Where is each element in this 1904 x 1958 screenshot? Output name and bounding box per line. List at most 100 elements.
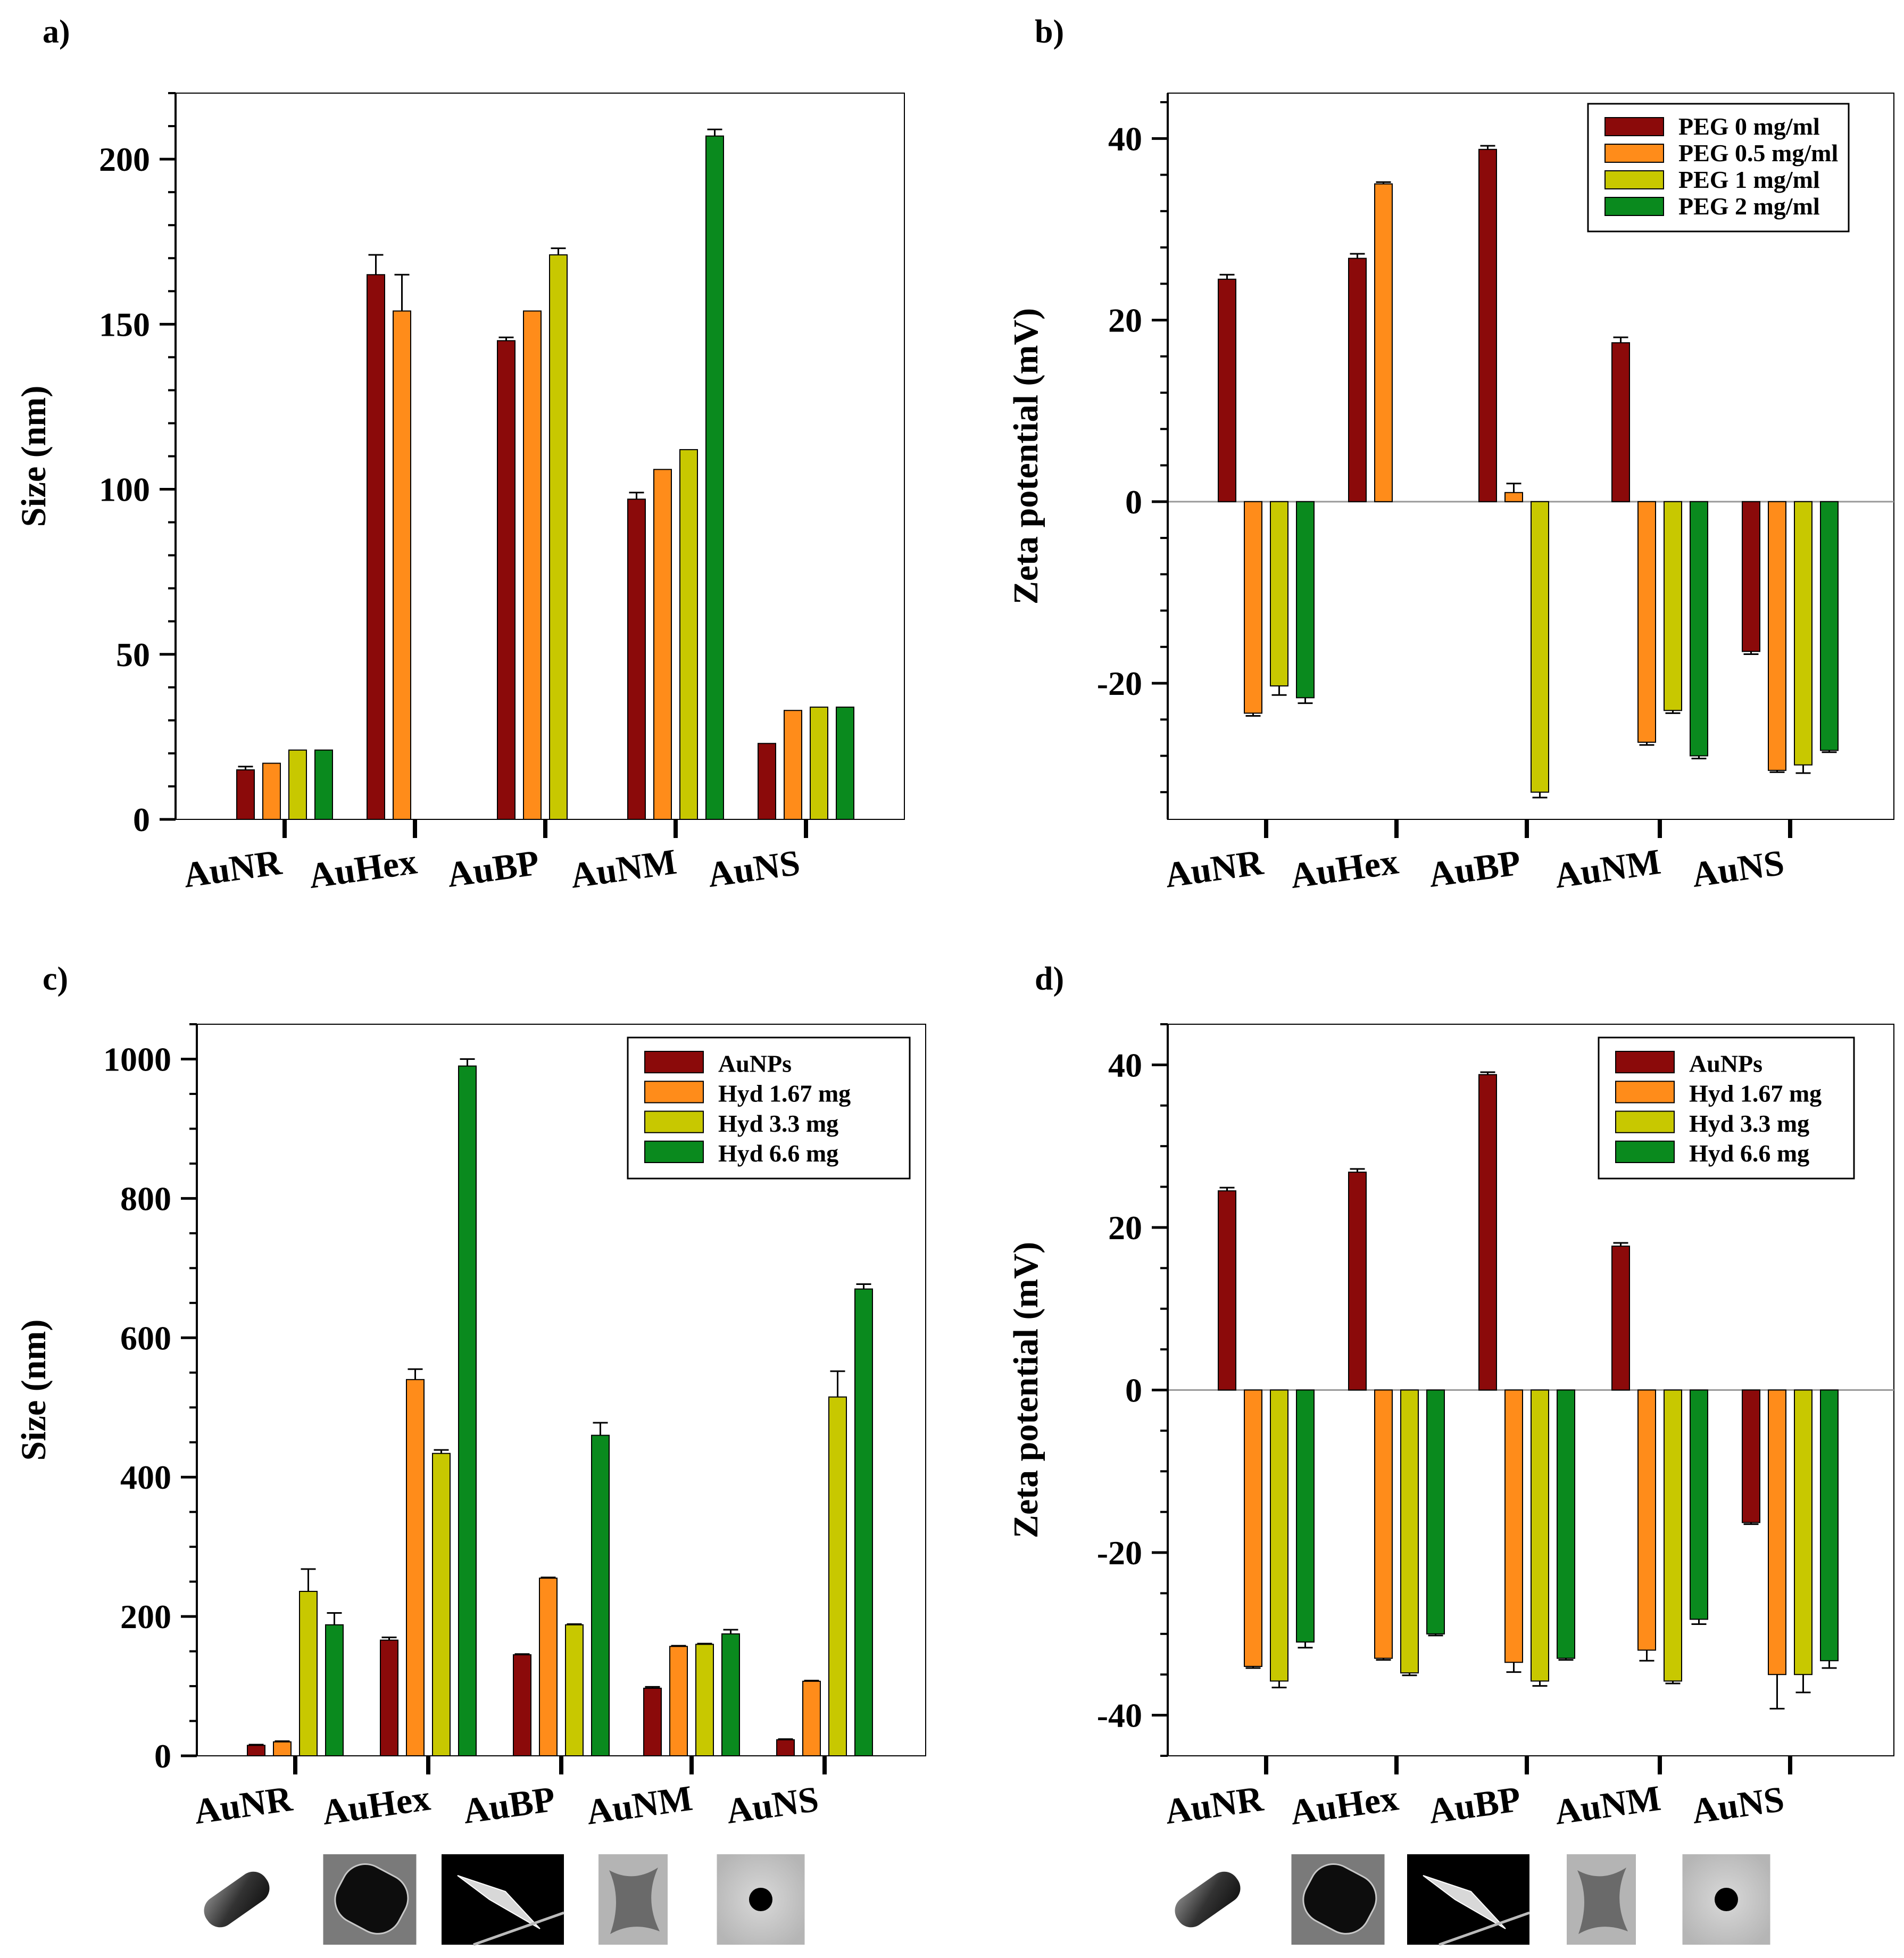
bar-auns-series-3 <box>1794 501 1812 766</box>
bar-auhex-series-3 <box>1400 1389 1419 1674</box>
x-tick-label-aunr: AuNR <box>1162 842 1266 895</box>
legend-label: PEG 1 mg/ml <box>1678 166 1820 193</box>
bar-aunr-series-4 <box>325 1624 344 1757</box>
bar-aunr-series-1 <box>1218 1190 1236 1391</box>
bar-aunr-series-2 <box>273 1741 292 1757</box>
bipyramid-shape <box>1423 1875 1506 1929</box>
panel-label: d) <box>1035 961 1064 997</box>
bar-auns-series-3 <box>828 1396 847 1756</box>
x-tick-label-aunm: AuNM <box>584 1778 695 1832</box>
bar-auns-series-4 <box>854 1288 873 1757</box>
legend: AuNPs Hyd 1.67 mg Hyd 3.3 mg Hyd 6.6 mg <box>627 1036 911 1180</box>
x-tick-label-aunm: AuNM <box>1552 1778 1663 1832</box>
particle-thumbnail-hex <box>323 1854 417 1945</box>
bar-aubp-series-4 <box>1557 1389 1575 1659</box>
bar-auhex-series-1 <box>1348 1172 1367 1391</box>
panel-label: c) <box>43 961 68 997</box>
x-tick-label-aunr: AuNR <box>181 842 285 895</box>
legend-label: Hyd 3.3 mg <box>1689 1110 1809 1137</box>
legend-swatch <box>1615 1081 1675 1104</box>
x-tick-label-auns: AuNS <box>724 1778 821 1831</box>
bar-auns-series-2 <box>802 1680 821 1756</box>
bar-auhex-series-1 <box>367 274 385 820</box>
bar-aubp-series-3 <box>1531 1389 1549 1682</box>
bar-aunm-series-2 <box>1637 501 1656 743</box>
bar-aunm-series-1 <box>1611 342 1630 502</box>
bar-aubp-series-2 <box>1504 492 1523 502</box>
x-tick-label-auns: AuNS <box>1689 842 1786 894</box>
legend-swatch <box>1604 197 1664 216</box>
y-axis-label: Size (nm) <box>14 1320 53 1461</box>
bar-aubp-series-3 <box>1531 501 1549 793</box>
legend-label: Hyd 6.6 mg <box>718 1140 838 1167</box>
bar-aubp-series-2 <box>1504 1389 1523 1663</box>
bar-aunm-series-4 <box>1690 1389 1708 1620</box>
hexagon-shape <box>1302 1863 1377 1935</box>
legend-label: Hyd 1.67 mg <box>1689 1080 1822 1107</box>
bar-auns-series-1 <box>758 743 776 820</box>
bar-auns-series-2 <box>784 710 802 820</box>
x-tick-label-auhex: AuHex <box>320 1777 433 1832</box>
x-tick-label-auhex: AuHex <box>1288 841 1401 896</box>
bar-aunm-series-4 <box>705 135 724 820</box>
legend-label: Hyd 6.6 mg <box>1689 1140 1809 1167</box>
x-tick-label-auhex: AuHex <box>306 841 420 896</box>
legend-label: PEG 2 mg/ml <box>1678 193 1820 220</box>
bar-aubp-series-2 <box>523 310 542 820</box>
bar-aunr-series-2 <box>262 762 281 820</box>
legend-label: PEG 0.5 mg/ml <box>1678 139 1838 167</box>
bar-auns-series-4 <box>1820 1389 1839 1662</box>
nanosphere-shape <box>749 1888 772 1911</box>
x-tick-label-auns: AuNS <box>705 842 802 894</box>
bar-auhex-series-1 <box>1348 258 1367 502</box>
support-film-edge <box>473 1911 564 1946</box>
bar-aubp-series-3 <box>565 1624 584 1757</box>
y-tick-label: 150 <box>99 305 150 343</box>
legend-label: Hyd 1.67 mg <box>718 1080 851 1107</box>
bar-aunr-series-4 <box>314 749 333 820</box>
bar-aubp-series-2 <box>539 1578 558 1757</box>
legend-label: PEG 0 mg/ml <box>1678 113 1820 140</box>
bar-aunm-series-1 <box>1611 1246 1630 1391</box>
y-tick-label: -40 <box>1097 1697 1142 1735</box>
bar-aunr-series-3 <box>288 749 307 820</box>
y-tick-label: 0 <box>1125 1372 1142 1409</box>
nanosphere-shape <box>1715 1888 1738 1911</box>
particle-thumbnail-ns <box>1682 1854 1770 1945</box>
y-tick-label: 800 <box>120 1180 171 1217</box>
bar-aunm-series-2 <box>653 469 672 820</box>
bar-auns-series-3 <box>810 707 828 820</box>
bar-aunr-series-1 <box>236 769 255 820</box>
legend-swatch <box>1615 1051 1675 1074</box>
bar-aunm-series-3 <box>1664 1389 1682 1682</box>
panel-label: a) <box>43 14 70 50</box>
bar-aunr-series-4 <box>1296 1389 1315 1643</box>
bar-aunr-series-3 <box>299 1590 318 1756</box>
particle-thumbnail-nm <box>598 1854 668 1945</box>
chart-panel-2: b) -20 0 20 40 Zeta potential (mV) AuNR AuHex Au… <box>1007 14 1894 896</box>
bar-aunm-series-2 <box>669 1646 688 1757</box>
support-film-edge <box>1439 1911 1530 1946</box>
bar-auns-series-1 <box>776 1739 795 1756</box>
bar-aunr-series-1 <box>247 1745 265 1757</box>
legend-swatch <box>644 1140 704 1163</box>
y-tick-label: 100 <box>99 471 150 509</box>
y-tick-label: -20 <box>1097 1534 1142 1572</box>
bar-aunm-series-4 <box>721 1633 740 1756</box>
x-tick-label-auhex: AuHex <box>1288 1777 1401 1832</box>
y-axis-label: Zeta potential (mV) <box>1007 308 1045 604</box>
bar-aubp-series-1 <box>1478 1074 1497 1391</box>
particle-thumbnail-bp <box>1407 1854 1530 1946</box>
legend-swatch <box>1604 170 1664 189</box>
bar-aunm-series-1 <box>643 1687 662 1756</box>
bar-auhex-series-4 <box>458 1065 477 1756</box>
bar-auns-series-1 <box>1742 1389 1760 1523</box>
y-tick-label: 40 <box>1108 120 1142 157</box>
particle-thumbnail-rod <box>1161 1854 1254 1945</box>
bar-auhex-series-2 <box>1374 183 1393 502</box>
bar-auhex-series-4 <box>1426 1389 1445 1635</box>
y-tick-label: 600 <box>120 1319 171 1357</box>
bar-auhex-series-1 <box>380 1639 398 1757</box>
x-tick-label-auns: AuNS <box>1689 1778 1786 1831</box>
x-tick-label-aubp: AuBP <box>460 1778 558 1831</box>
